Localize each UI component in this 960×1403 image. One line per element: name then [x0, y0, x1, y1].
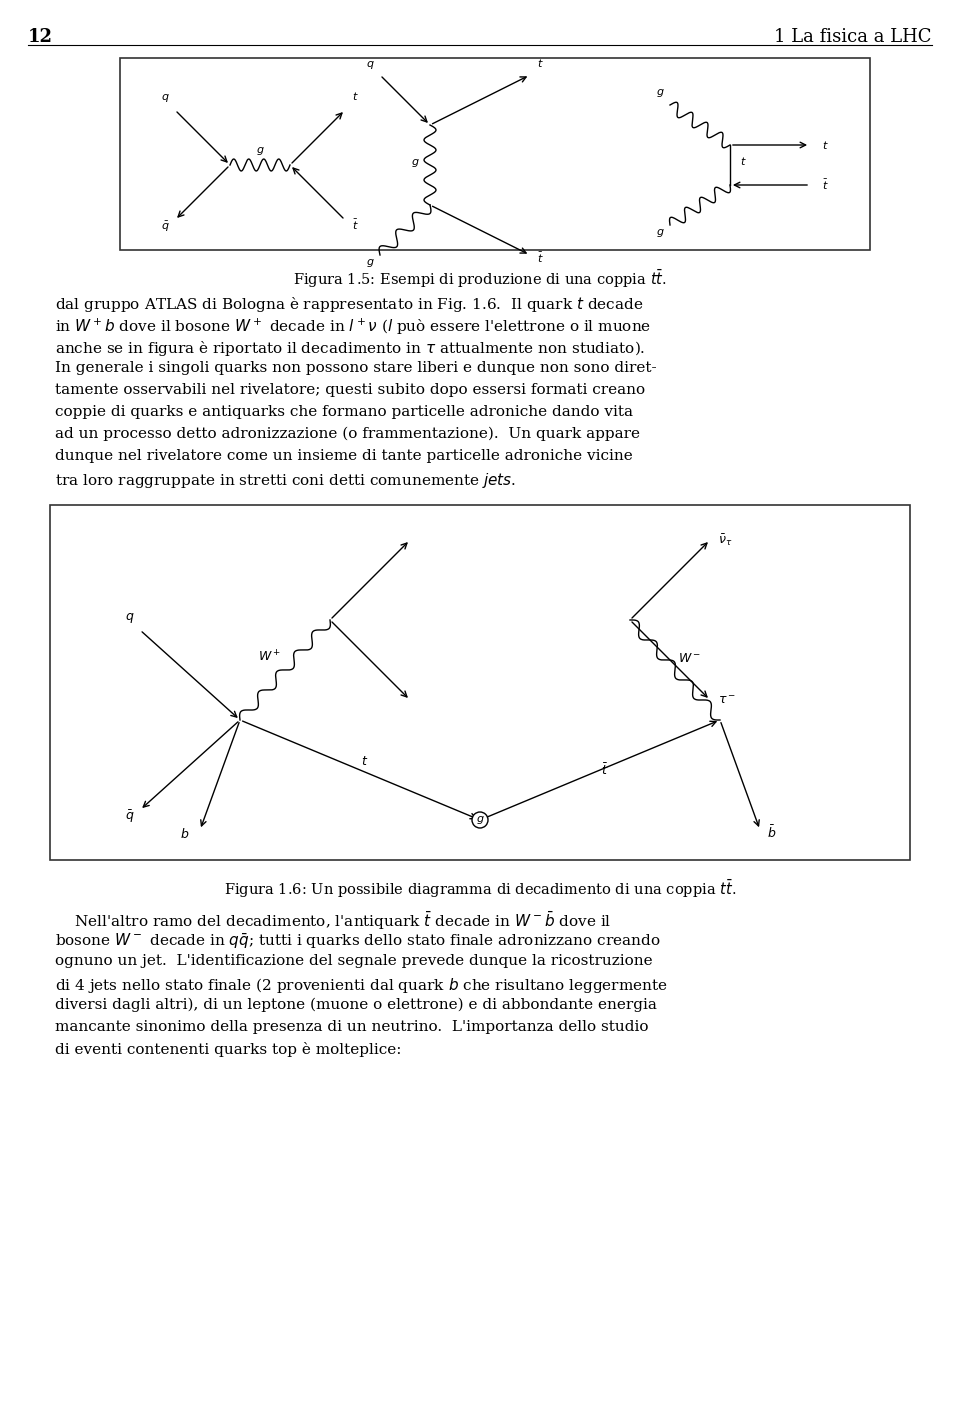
- Text: Figura 1.5: Esempi di produzione di una coppia $t\bar{t}$.: Figura 1.5: Esempi di produzione di una …: [293, 268, 667, 290]
- Text: in $W^+b$ dove il bosone $W^+$ decade in $l^+\nu$ ($l$ può essere l'elettrone o : in $W^+b$ dove il bosone $W^+$ decade in…: [55, 317, 651, 337]
- FancyBboxPatch shape: [120, 58, 870, 250]
- Text: $q$: $q$: [160, 93, 169, 104]
- Text: $\bar{t}$: $\bar{t}$: [537, 251, 543, 265]
- FancyBboxPatch shape: [50, 505, 910, 860]
- Text: $\bar{t}$: $\bar{t}$: [351, 217, 358, 231]
- Text: $W^+$: $W^+$: [258, 650, 281, 665]
- Text: $\bar{b}$: $\bar{b}$: [767, 825, 777, 840]
- Text: Nell'altro ramo del decadimento, l'antiquark $\bar{t}$ decade in $W^-\bar{b}$ do: Nell'altro ramo del decadimento, l'antiq…: [55, 911, 612, 932]
- Text: bosone $W^-$ decade in $q\bar{q}$; tutti i quarks dello stato finale adronizzano: bosone $W^-$ decade in $q\bar{q}$; tutti…: [55, 932, 660, 951]
- Text: dunque nel rivelatore come un insieme di tante particelle adroniche vicine: dunque nel rivelatore come un insieme di…: [55, 449, 633, 463]
- Text: di eventi contenenti quarks top è molteplice:: di eventi contenenti quarks top è moltep…: [55, 1042, 401, 1056]
- Text: $\bar{t}$: $\bar{t}$: [822, 178, 828, 192]
- Text: $g$: $g$: [255, 145, 264, 157]
- Text: ad un processo detto adronizzazione (o frammentazione).  Un quark appare: ad un processo detto adronizzazione (o f…: [55, 427, 640, 442]
- Text: $t$: $t$: [822, 139, 828, 152]
- Text: diversi dagli altri), di un leptone (muone o elettrone) e di abbondante energia: diversi dagli altri), di un leptone (muo…: [55, 998, 657, 1013]
- Text: $\bar{q}$: $\bar{q}$: [160, 220, 169, 234]
- Text: ognuno un jet.  L'identificazione del segnale prevede dunque la ricostruzione: ognuno un jet. L'identificazione del seg…: [55, 954, 653, 968]
- Text: $\bar{\nu}_\tau$: $\bar{\nu}_\tau$: [718, 532, 732, 547]
- Text: $g$: $g$: [656, 87, 664, 100]
- Text: tamente osservabili nel rivelatore; questi subito dopo essersi formati creano: tamente osservabili nel rivelatore; ques…: [55, 383, 645, 397]
- Text: tra loro raggruppate in stretti coni detti comunemente $\mathit{jets}$.: tra loro raggruppate in stretti coni det…: [55, 471, 516, 490]
- Text: $t$: $t$: [361, 755, 369, 767]
- Text: $b$: $b$: [180, 826, 190, 840]
- Text: $\tau^-$: $\tau^-$: [718, 693, 736, 707]
- Text: Figura 1.6: Un possibile diagramma di decadimento di una coppia $t\bar{t}$.: Figura 1.6: Un possibile diagramma di de…: [224, 878, 736, 901]
- Circle shape: [472, 812, 488, 828]
- Text: $g$: $g$: [366, 257, 374, 269]
- Text: $W^-$: $W^-$: [679, 652, 702, 665]
- Text: $g$: $g$: [475, 814, 485, 826]
- Text: coppie di quarks e antiquarks che formano particelle adroniche dando vita: coppie di quarks e antiquarks che forman…: [55, 405, 633, 419]
- Text: $g$: $g$: [656, 227, 664, 239]
- Text: In generale i singoli quarks non possono stare liberi e dunque non sono diret-: In generale i singoli quarks non possono…: [55, 361, 657, 375]
- Text: 12: 12: [28, 28, 53, 46]
- Text: $q$: $q$: [125, 610, 134, 624]
- Text: $t$: $t$: [351, 90, 358, 102]
- Text: mancante sinonimo della presenza di un neutrino.  L'importanza dello studio: mancante sinonimo della presenza di un n…: [55, 1020, 649, 1034]
- Text: $t$: $t$: [537, 58, 543, 69]
- Text: 1 La fisica a LHC: 1 La fisica a LHC: [775, 28, 932, 46]
- Text: $\bar{q}$: $\bar{q}$: [125, 808, 134, 825]
- Text: $g$: $g$: [411, 157, 420, 168]
- Text: $t$: $t$: [740, 154, 747, 167]
- Text: dal gruppo ATLAS di Bologna è rappresentato in Fig. 1.6.  Il quark $t$ decade: dal gruppo ATLAS di Bologna è rappresent…: [55, 295, 643, 314]
- Text: anche se in figura è riportato il decadimento in $\tau$ attualmente non studiato: anche se in figura è riportato il decadi…: [55, 340, 645, 358]
- Text: di 4 jets nello stato finale (2 provenienti dal quark $b$ che risultano leggerme: di 4 jets nello stato finale (2 provenie…: [55, 976, 668, 995]
- Text: $\bar{t}$: $\bar{t}$: [601, 762, 609, 779]
- Text: $q$: $q$: [366, 59, 374, 72]
